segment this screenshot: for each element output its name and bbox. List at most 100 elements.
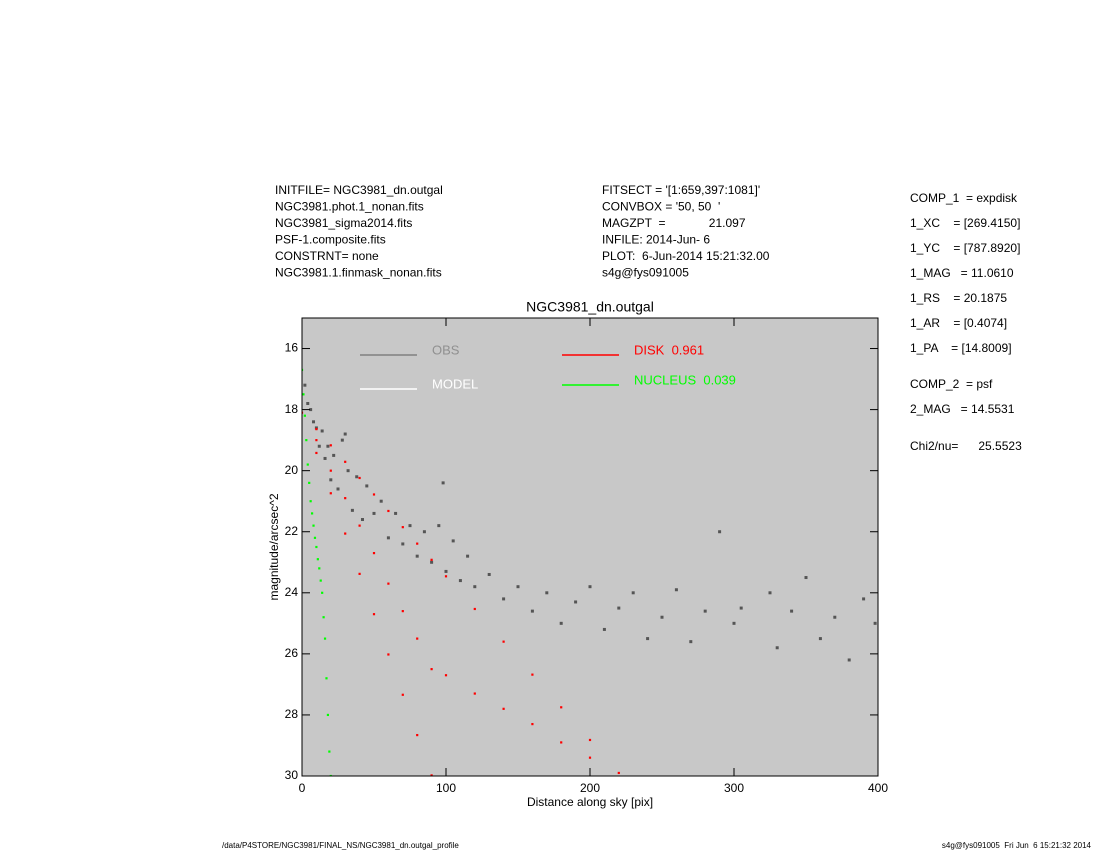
y-tick-label: 18 xyxy=(285,402,299,416)
header-line: CONVBOX = '50, 50 ' xyxy=(602,200,720,214)
header-line: INFILE: 2014-Jun- 6 xyxy=(602,233,710,247)
chart-title: NGC3981_dn.outgal xyxy=(526,299,654,315)
x-axis-label: Distance along sky [pix] xyxy=(527,795,653,809)
data-point xyxy=(530,609,534,613)
data-point xyxy=(344,532,347,535)
x-tick-label: 400 xyxy=(868,781,888,795)
legend-label: OBS xyxy=(432,342,460,357)
x-tick-label: 0 xyxy=(299,781,306,795)
data-point xyxy=(310,512,314,515)
data-point xyxy=(847,658,851,662)
data-point xyxy=(617,606,621,610)
data-point xyxy=(302,411,304,414)
x-tick-label: 200 xyxy=(580,781,600,795)
data-point xyxy=(305,439,308,442)
data-point xyxy=(312,420,316,424)
data-point xyxy=(430,668,433,671)
header-line: NGC3981.phot.1_nonan.fits xyxy=(275,200,424,214)
component-param: 1_MAG = 11.0610 xyxy=(910,266,1014,280)
data-point xyxy=(660,615,664,619)
data-point xyxy=(394,511,398,515)
header-line: NGC3981_sigma2014.fits xyxy=(275,216,412,230)
y-tick-label: 28 xyxy=(285,707,299,721)
y-tick-label: 20 xyxy=(285,463,299,477)
data-point xyxy=(602,627,606,631)
data-point xyxy=(775,646,779,650)
header-line: FITSECT = '[1:659,397:1081]' xyxy=(602,183,760,197)
data-point xyxy=(344,497,347,500)
data-point xyxy=(531,722,534,726)
data-point xyxy=(718,530,722,534)
data-point xyxy=(372,511,376,515)
data-point xyxy=(314,426,318,430)
data-point xyxy=(325,677,328,680)
data-point xyxy=(430,560,434,564)
data-point xyxy=(360,518,364,522)
data-point xyxy=(303,414,306,417)
footer-path: /data/P4STORE/NGC3981/FINAL_NS/NGC3981_d… xyxy=(222,841,459,850)
data-point xyxy=(674,588,678,592)
data-point xyxy=(386,536,390,540)
data-point xyxy=(346,469,350,473)
data-point xyxy=(387,509,390,513)
data-point xyxy=(574,600,578,604)
data-point xyxy=(545,591,549,595)
data-point xyxy=(437,524,441,528)
y-tick-label: 16 xyxy=(285,341,299,355)
data-point xyxy=(401,693,404,696)
data-point xyxy=(326,713,330,717)
data-point xyxy=(444,569,448,573)
data-point xyxy=(323,456,327,460)
data-point xyxy=(315,545,318,549)
component-param: 1_PA = [14.8009] xyxy=(910,341,1012,355)
data-point xyxy=(365,484,369,488)
data-point xyxy=(873,621,877,625)
data-point xyxy=(401,542,405,546)
header-line: NGC3981.1.finmask_nonan.fits xyxy=(275,266,442,280)
data-point xyxy=(466,554,470,558)
data-point xyxy=(332,453,336,457)
data-point xyxy=(322,616,325,619)
data-point xyxy=(340,438,344,442)
data-point xyxy=(329,774,332,776)
data-point xyxy=(372,552,376,555)
data-point xyxy=(318,567,321,570)
data-point xyxy=(516,585,520,589)
data-point xyxy=(473,607,476,611)
data-point xyxy=(312,524,315,527)
data-point xyxy=(732,621,736,625)
component-param: COMP_2 = psf xyxy=(910,377,993,391)
data-point xyxy=(387,653,390,656)
data-point xyxy=(689,640,693,644)
data-point xyxy=(531,673,534,676)
data-point xyxy=(328,750,331,753)
data-point xyxy=(329,478,333,482)
data-point xyxy=(315,428,318,431)
data-point xyxy=(320,429,324,433)
data-point xyxy=(560,706,563,709)
data-point xyxy=(326,444,330,448)
data-point xyxy=(319,579,322,582)
data-point xyxy=(739,606,743,610)
component-param: 2_MAG = 14.5531 xyxy=(910,402,1015,416)
data-point xyxy=(646,637,650,641)
data-point xyxy=(372,613,376,616)
data-point xyxy=(430,558,433,561)
data-point xyxy=(355,475,359,479)
header-line: s4g@fys091005 xyxy=(602,266,689,280)
data-point xyxy=(343,432,347,436)
data-point xyxy=(329,444,332,447)
legend-label: MODEL xyxy=(432,376,478,391)
data-point xyxy=(316,558,319,561)
data-point xyxy=(302,368,304,372)
data-point xyxy=(502,707,505,710)
data-point xyxy=(329,492,332,495)
data-point xyxy=(344,460,347,463)
data-point xyxy=(306,463,309,466)
data-point xyxy=(441,481,445,485)
header-line: PLOT: 6-Jun-2014 15:21:32.00 xyxy=(602,249,770,263)
header-line: MAGZPT = 21.097 xyxy=(602,216,746,230)
y-tick-label: 26 xyxy=(285,646,299,660)
chi-square: Chi2/nu= 25.5523 xyxy=(910,439,1022,453)
data-point xyxy=(416,542,419,545)
